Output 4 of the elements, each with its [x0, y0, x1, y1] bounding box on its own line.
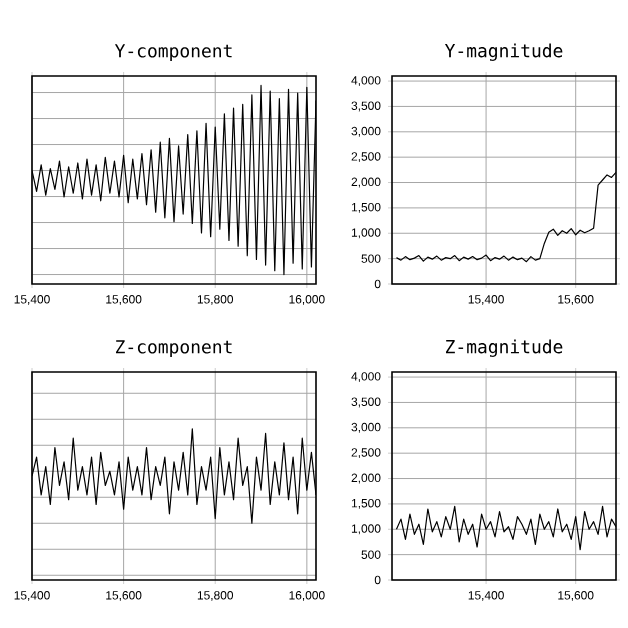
chart-title: Y-magnitude	[444, 43, 563, 61]
chart-title: Z-magnitude	[446, 339, 563, 357]
chart-title: Y-component	[114, 44, 232, 61]
chart-title: Z-component	[116, 340, 232, 357]
